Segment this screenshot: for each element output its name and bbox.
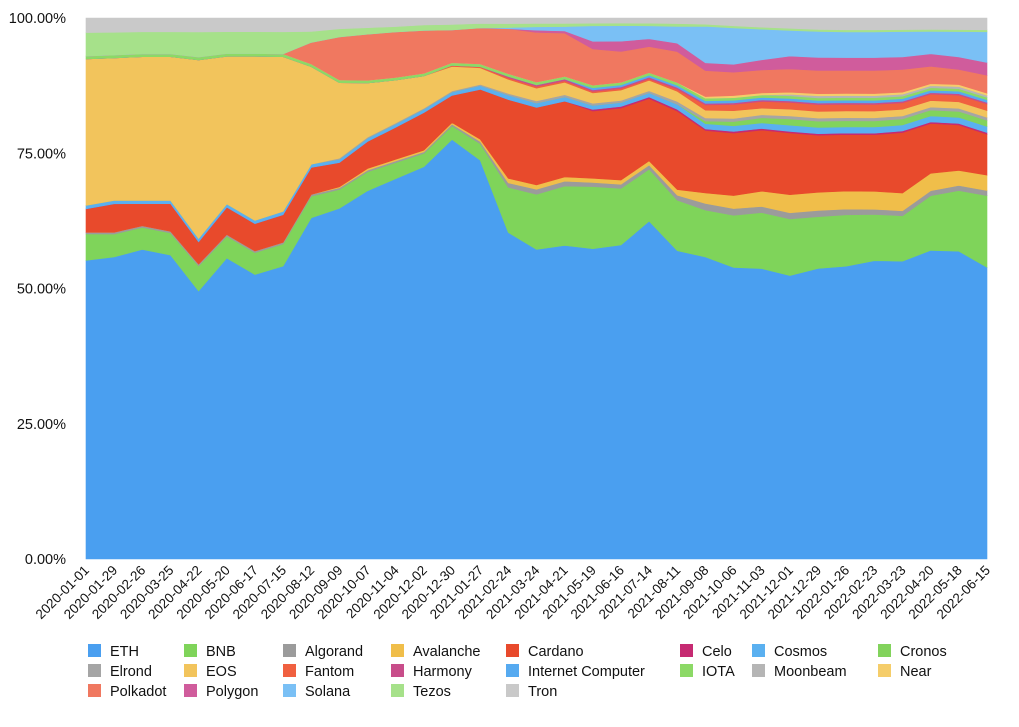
legend-item-near: Near xyxy=(878,663,931,681)
legend-item-eth: ETH xyxy=(88,643,139,661)
legend-item-fantom: Fantom xyxy=(283,663,354,681)
legend-swatch xyxy=(283,684,296,697)
legend-item-tron: Tron xyxy=(506,683,557,701)
legend-label: BNB xyxy=(206,644,236,660)
legend-label: Moonbeam xyxy=(774,664,847,680)
legend-item-celo: Celo xyxy=(680,643,732,661)
legend-label: Solana xyxy=(305,684,351,700)
legend-swatch xyxy=(506,644,519,657)
legend-swatch xyxy=(680,644,693,657)
y-tick-label: 50.00% xyxy=(17,282,66,298)
legend-swatch xyxy=(506,664,519,677)
legend-swatch xyxy=(752,664,765,677)
legend-swatch xyxy=(391,664,404,677)
legend-label: EOS xyxy=(206,664,237,680)
legend-swatch xyxy=(88,684,101,697)
legend-item-solana: Solana xyxy=(283,683,350,701)
legend-swatch xyxy=(878,664,891,677)
legend-item-iota: IOTA xyxy=(680,663,735,681)
legend-item-internet-computer: Internet Computer xyxy=(506,663,645,681)
legend-label: Polkadot xyxy=(110,684,167,700)
legend-item-polkadot: Polkadot xyxy=(88,683,166,701)
legend-item-cosmos: Cosmos xyxy=(752,643,827,661)
legend-swatch xyxy=(391,684,404,697)
legend-swatch xyxy=(88,644,101,657)
legend-swatch xyxy=(283,664,296,677)
legend-label: Polygon xyxy=(206,684,259,700)
legend-item-algorand: Algorand xyxy=(283,643,363,661)
y-tick-label: 75.00% xyxy=(17,146,66,162)
legend-label: Elrond xyxy=(110,664,152,680)
legend-swatch xyxy=(680,664,693,677)
legend-item-cardano: Cardano xyxy=(506,643,584,661)
legend-label: Cosmos xyxy=(774,644,828,660)
legend-label: Celo xyxy=(702,644,732,660)
legend-swatch xyxy=(184,644,197,657)
area-tron xyxy=(85,17,988,33)
legend-label: Fantom xyxy=(305,664,355,680)
legend-item-tezos: Tezos xyxy=(391,683,451,701)
legend-label: ETH xyxy=(110,644,139,660)
area-layers xyxy=(85,17,988,560)
legend-label: Near xyxy=(900,664,932,680)
y-tick-label: 100.00% xyxy=(9,11,66,27)
legend-label: Avalanche xyxy=(413,644,481,660)
legend-label: Tron xyxy=(528,684,558,700)
legend-item-polygon: Polygon xyxy=(184,683,258,701)
legend-label: Harmony xyxy=(413,664,472,680)
y-axis: 0.00% 25.00% 50.00% 75.00% 100.00% xyxy=(9,11,66,568)
legend-label: IOTA xyxy=(702,664,735,680)
legend-label: Algorand xyxy=(305,644,364,660)
legend-item-harmony: Harmony xyxy=(391,663,472,681)
legend-swatch xyxy=(506,684,519,697)
legend-item-moonbeam: Moonbeam xyxy=(752,663,847,681)
legend-swatch xyxy=(88,664,101,677)
legend-item-avalanche: Avalanche xyxy=(391,643,480,661)
legend-label: Internet Computer xyxy=(528,664,645,680)
legend-swatch xyxy=(184,684,197,697)
legend-label: Tezos xyxy=(413,684,451,700)
legend-swatch xyxy=(184,664,197,677)
legend-label: Cronos xyxy=(900,644,947,660)
legend-item-elrond: Elrond xyxy=(88,663,152,681)
legend-label: Cardano xyxy=(528,644,584,660)
x-axis: 2020-01-012020-01-292020-02-262020-03-25… xyxy=(33,562,993,622)
legend-swatch xyxy=(283,644,296,657)
y-tick-label: 25.00% xyxy=(17,417,66,433)
legend-swatch xyxy=(878,644,891,657)
legend-swatch xyxy=(391,644,404,657)
legend-swatch xyxy=(752,644,765,657)
legend-item-bnb: BNB xyxy=(184,643,236,661)
legend-item-cronos: Cronos xyxy=(878,643,947,661)
y-tick-label: 0.00% xyxy=(25,552,66,568)
legend-item-eos: EOS xyxy=(184,663,237,681)
